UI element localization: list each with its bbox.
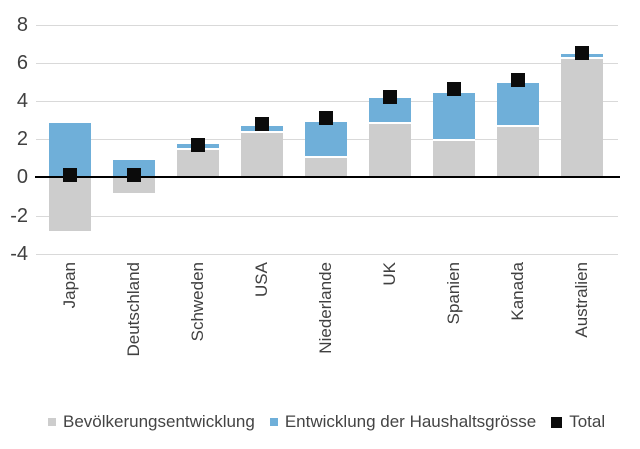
y-axis-tick-label: 0 (16, 166, 28, 189)
bar-segment-population-niederlande (305, 158, 347, 178)
legend-label: Entwicklung der Haushaltsgrösse (284, 412, 537, 431)
bar-segment-population-usa (241, 133, 283, 178)
bar-segment-population-uk (369, 123, 411, 178)
bar-segment-population-japan (49, 177, 91, 231)
bar-segment-population-schweden (177, 149, 219, 178)
x-category-label-schweden: Schweden (188, 262, 207, 342)
y-axis-tick-label: -4 (10, 242, 28, 265)
total-marker-spanien (447, 82, 461, 97)
legend-swatch-icon (551, 416, 563, 428)
x-category-label-usa: USA (252, 262, 271, 297)
x-category-label-australien: Australien (572, 262, 591, 338)
legend-label: Total (569, 412, 606, 431)
legend-swatch-icon (269, 418, 278, 426)
bar-segment-population-spanien (433, 141, 475, 178)
bar-segment-household-japan (49, 122, 91, 178)
bar-segment-population-kanada (497, 126, 539, 178)
y-axis-tick-label: 4 (16, 89, 28, 112)
gridline-y8 (36, 24, 618, 26)
total-marker-usa (255, 116, 269, 131)
x-category-label-spanien: Spanien (444, 262, 463, 325)
legend-swatch-icon (48, 418, 56, 426)
total-marker-uk (383, 90, 397, 105)
x-category-label-uk: UK (380, 262, 399, 286)
gridline-y4 (36, 100, 618, 102)
x-category-label-kanada: Kanada (508, 262, 527, 321)
gridline-y-2 (36, 215, 618, 217)
x-category-label-niederlande: Niederlande (316, 262, 335, 354)
total-marker-niederlande (319, 111, 333, 126)
total-marker-australien (575, 46, 589, 61)
legend-label: Bevölkerungsentwicklung (63, 412, 255, 431)
x-axis-zero-line (35, 176, 620, 179)
y-axis-tick-label: 2 (16, 128, 28, 151)
bar-segment-population-australien (561, 58, 603, 178)
y-axis-tick-label: 6 (16, 51, 28, 74)
y-axis-tick-label: 8 (16, 13, 28, 36)
legend-item-total: Total (551, 412, 605, 432)
total-marker-japan (63, 168, 77, 183)
y-axis-tick-label: -2 (10, 204, 28, 227)
x-category-label-deutschland: Deutschland (124, 262, 143, 357)
bar-segment-household-spanien (433, 93, 475, 142)
total-marker-schweden (191, 137, 205, 152)
legend: Bevölkerungsentwicklung Entwicklung der H… (48, 412, 640, 432)
x-category-label-japan: Japan (60, 262, 79, 309)
bar-segment-household-niederlande (305, 121, 347, 159)
total-marker-kanada (511, 72, 525, 87)
gridline-y6 (36, 62, 618, 64)
total-marker-deutschland (127, 168, 141, 183)
bar-segment-household-kanada (497, 82, 539, 127)
legend-item-household: Entwicklung der Haushaltsgrösse (269, 412, 537, 432)
bar-segment-population-deutschland (113, 177, 155, 194)
gridline-y-4 (36, 253, 618, 255)
legend-item-population: Bevölkerungsentwicklung (48, 412, 255, 432)
